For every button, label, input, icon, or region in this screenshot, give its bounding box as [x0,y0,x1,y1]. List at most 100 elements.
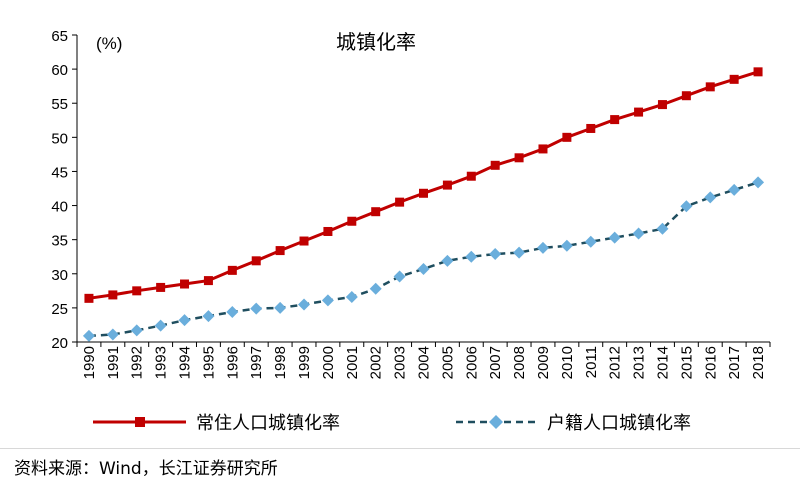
data-point-diamond [345,290,358,303]
x-tick-label: 1998 [272,346,289,379]
data-point-square [132,286,142,296]
x-tick-label: 1995 [200,346,217,379]
data-point-diamond [560,239,573,252]
x-tick-label: 1990 [81,346,98,379]
data-point-diamond [728,183,741,196]
data-point-square [323,226,333,236]
x-tick-label: 2016 [702,346,719,379]
x-tick-label: 2001 [344,346,361,379]
x-tick-label: 2007 [487,346,504,379]
data-point-square [466,171,476,181]
x-tick-label: 2017 [726,346,743,379]
data-point-square [657,100,667,110]
data-point-diamond [226,305,239,318]
x-tick-label: 2011 [583,346,600,378]
data-point-diamond [465,250,478,263]
chart-title: 城镇化率 [336,30,416,54]
axes: 20 25 30 35 40 45 50 55 60 65 1990 1991 1992 1993 1994… [51,28,771,379]
data-point-square [275,246,285,256]
data-point-square [681,91,691,101]
x-tick-label: 2013 [631,346,648,379]
x-tick-label: 1993 [153,346,170,379]
x-tick-label: 2009 [535,346,552,379]
data-point-diamond [202,310,215,323]
series-layer [82,67,765,342]
y-tick-label: 45 [51,164,68,181]
x-tick-label: 2006 [463,346,480,379]
data-point-diamond [441,254,454,267]
data-point-diamond [369,282,382,295]
source-note: 资料来源：Wind，长江证券研究所 [14,459,278,479]
x-tick-label: 2000 [320,346,337,379]
y-tick-label: 50 [51,130,68,147]
data-point-square [84,293,94,303]
data-point-square [395,197,405,207]
unit-label: (%) [96,34,122,53]
x-tick-label: 2002 [368,346,385,379]
data-point-square [753,67,763,77]
data-point-square [156,282,166,292]
data-point-square [299,236,309,246]
data-point-square [490,160,500,170]
data-point-diamond [513,246,526,259]
data-point-diamond [130,324,143,337]
y-tick-label: 25 [51,301,68,318]
legend-marker-diamond [489,415,503,429]
x-tick-label: 1991 [105,346,122,379]
data-point-square [371,207,381,217]
data-point-diamond [106,328,119,341]
y-tick-label: 35 [51,233,68,250]
legend-label-1: 常住人口城镇化率 [196,413,340,434]
data-point-diamond [489,247,502,260]
data-point-diamond [274,301,287,314]
data-point-diamond [632,227,645,240]
x-tick-label: 2012 [607,346,624,379]
data-point-diamond [584,235,597,248]
data-point-square [442,180,452,190]
series-line-2 [88,181,759,338]
data-point-square [203,276,213,286]
data-point-diamond [704,191,717,204]
data-point-square [610,115,620,125]
x-tick-label: 1992 [129,346,146,379]
x-tick-label: 2005 [439,346,456,379]
x-tick-label: 2018 [750,346,767,379]
y-tick-label: 60 [51,62,68,79]
source-divider [0,448,800,449]
data-point-diamond [321,294,334,307]
legend-marker-square [135,417,145,427]
data-point-diamond [82,329,95,342]
y-tick-label: 20 [51,335,68,352]
data-point-diamond [608,231,621,244]
x-tick-label: 2003 [392,346,409,379]
data-point-diamond [680,200,693,213]
data-point-square [419,188,428,198]
data-point-square [251,256,261,266]
x-tick-label: 1999 [296,346,313,379]
data-point-diamond [417,263,430,276]
data-point-square [562,132,572,142]
data-point-square [180,279,190,289]
x-tick-label: 2004 [416,346,433,379]
x-tick-label: 1996 [224,346,241,379]
data-point-square [227,265,237,275]
data-point-diamond [154,319,167,332]
x-tick-label: 2010 [559,346,576,379]
urbanization-rate-chart: 20 25 30 35 40 45 50 55 60 65 1990 1991 1992 1993 1994… [51,28,771,434]
x-tick-label: 1997 [248,346,265,379]
x-tick-label: 2014 [654,346,671,379]
data-point-square [586,123,596,133]
data-point-diamond [752,176,765,189]
legend-label-2: 户籍人口城镇化率 [547,413,691,434]
data-point-square [514,153,524,163]
data-point-square [108,290,118,300]
x-tick-label: 1994 [177,346,194,379]
data-point-square [634,107,644,117]
data-point-square [538,144,548,154]
y-tick-label: 55 [51,96,68,113]
y-tick-label: 65 [51,28,68,45]
data-point-diamond [536,241,549,254]
data-point-square [729,74,739,84]
data-point-square [347,216,357,226]
legend: 常住人口城镇化率 户籍人口城镇化率 [93,413,691,434]
